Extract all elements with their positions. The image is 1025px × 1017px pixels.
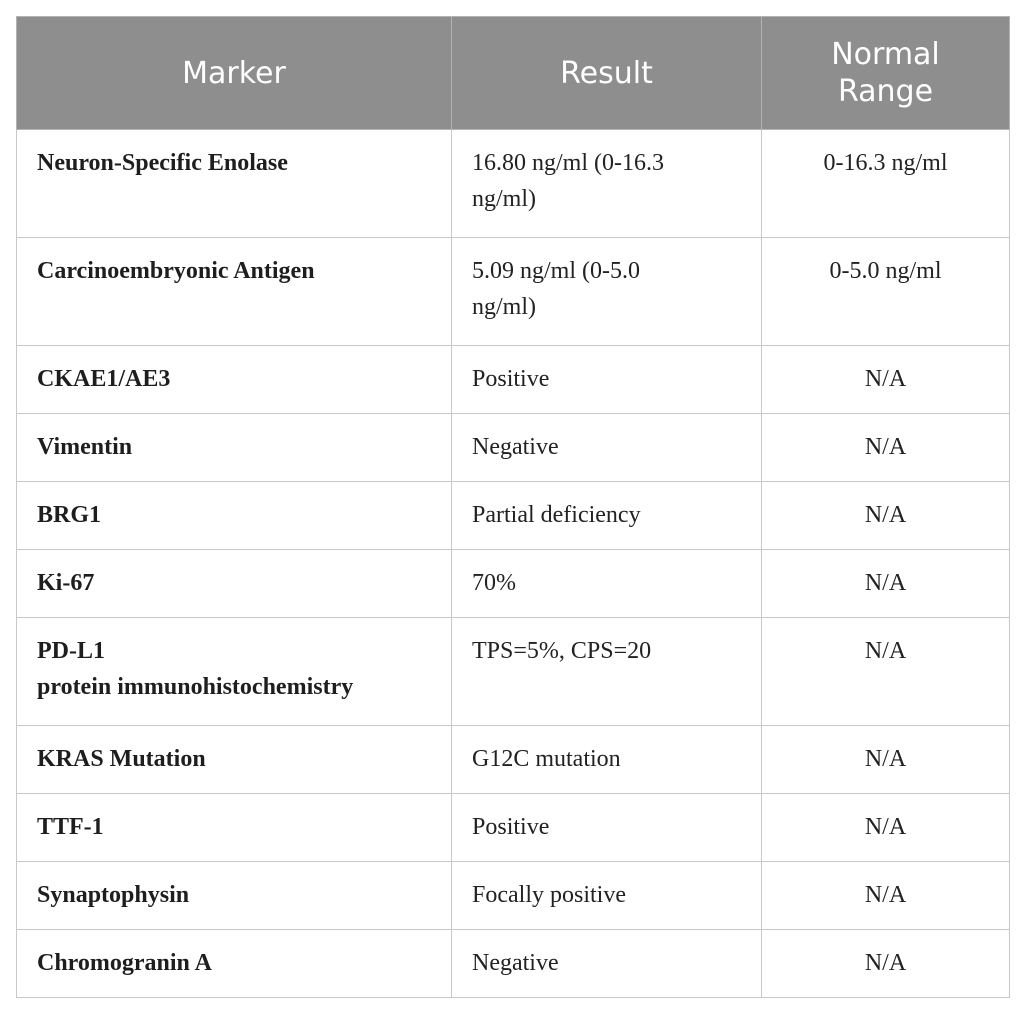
- result-cell: TPS=5%, CPS=20: [451, 617, 762, 726]
- header-normal-range: Normal Range: [761, 16, 1010, 130]
- result-cell: Focally positive: [451, 861, 762, 930]
- marker-name-line2: protein immunohistochemistry: [37, 674, 354, 700]
- range-cell: N/A: [761, 929, 1010, 998]
- result-cell: Positive: [451, 345, 762, 414]
- table-row: BRG1 Partial deficiency N/A: [16, 481, 1010, 550]
- marker-cell: Chromogranin A: [16, 929, 452, 998]
- marker-cell: Carcinoembryonic Antigen: [16, 237, 452, 346]
- marker-table-container: Marker Result Normal Range Neuron-Specif…: [16, 16, 1010, 998]
- range-cell: N/A: [761, 549, 1010, 618]
- marker-cell: KRAS Mutation: [16, 725, 452, 794]
- result-cell: Partial deficiency: [451, 481, 762, 550]
- marker-cell: Neuron-Specific Enolase: [16, 129, 452, 238]
- header-normal-range-label: Normal Range: [831, 37, 940, 109]
- table-row: CKAE1/AE3 Positive N/A: [16, 345, 1010, 414]
- result-cell: 70%: [451, 549, 762, 618]
- marker-cell: Synaptophysin: [16, 861, 452, 930]
- result-cell: Negative: [451, 413, 762, 482]
- header-result: Result: [451, 16, 762, 130]
- table-row: Carcinoembryonic Antigen 5.09 ng/ml (0-5…: [16, 237, 1010, 346]
- result-cell: 16.80 ng/ml (0-16.3 ng/ml): [451, 129, 762, 238]
- table-row: Neuron-Specific Enolase 16.80 ng/ml (0-1…: [16, 129, 1010, 238]
- marker-cell: PD-L1 protein immunohistochemistry: [16, 617, 452, 726]
- result-cell: Negative: [451, 929, 762, 998]
- table-body: Neuron-Specific Enolase 16.80 ng/ml (0-1…: [16, 129, 1010, 998]
- result-cell: Positive: [451, 793, 762, 862]
- header-marker: Marker: [16, 16, 452, 130]
- marker-results-table: Marker Result Normal Range Neuron-Specif…: [16, 16, 1010, 998]
- range-cell: N/A: [761, 413, 1010, 482]
- range-cell: 0-5.0 ng/ml: [761, 237, 1010, 346]
- header-row: Marker Result Normal Range: [16, 16, 1010, 130]
- marker-cell: BRG1: [16, 481, 452, 550]
- table-row: KRAS Mutation G12C mutation N/A: [16, 725, 1010, 794]
- range-cell: N/A: [761, 345, 1010, 414]
- range-cell: N/A: [761, 725, 1010, 794]
- range-cell: N/A: [761, 617, 1010, 726]
- table-row: Vimentin Negative N/A: [16, 413, 1010, 482]
- result-cell: G12C mutation: [451, 725, 762, 794]
- table-row: Ki-67 70% N/A: [16, 549, 1010, 618]
- marker-cell: Vimentin: [16, 413, 452, 482]
- marker-cell: Ki-67: [16, 549, 452, 618]
- marker-name: PD-L1: [37, 638, 105, 664]
- table-row: Chromogranin A Negative N/A: [16, 929, 1010, 998]
- range-cell: N/A: [761, 861, 1010, 930]
- marker-cell: CKAE1/AE3: [16, 345, 452, 414]
- table-row: PD-L1 protein immunohistochemistry TPS=5…: [16, 617, 1010, 726]
- marker-cell: TTF-1: [16, 793, 452, 862]
- table-header: Marker Result Normal Range: [16, 16, 1010, 130]
- range-cell: 0-16.3 ng/ml: [761, 129, 1010, 238]
- table-row: Synaptophysin Focally positive N/A: [16, 861, 1010, 930]
- table-row: TTF-1 Positive N/A: [16, 793, 1010, 862]
- range-cell: N/A: [761, 481, 1010, 550]
- range-cell: N/A: [761, 793, 1010, 862]
- result-cell: 5.09 ng/ml (0-5.0 ng/ml): [451, 237, 762, 346]
